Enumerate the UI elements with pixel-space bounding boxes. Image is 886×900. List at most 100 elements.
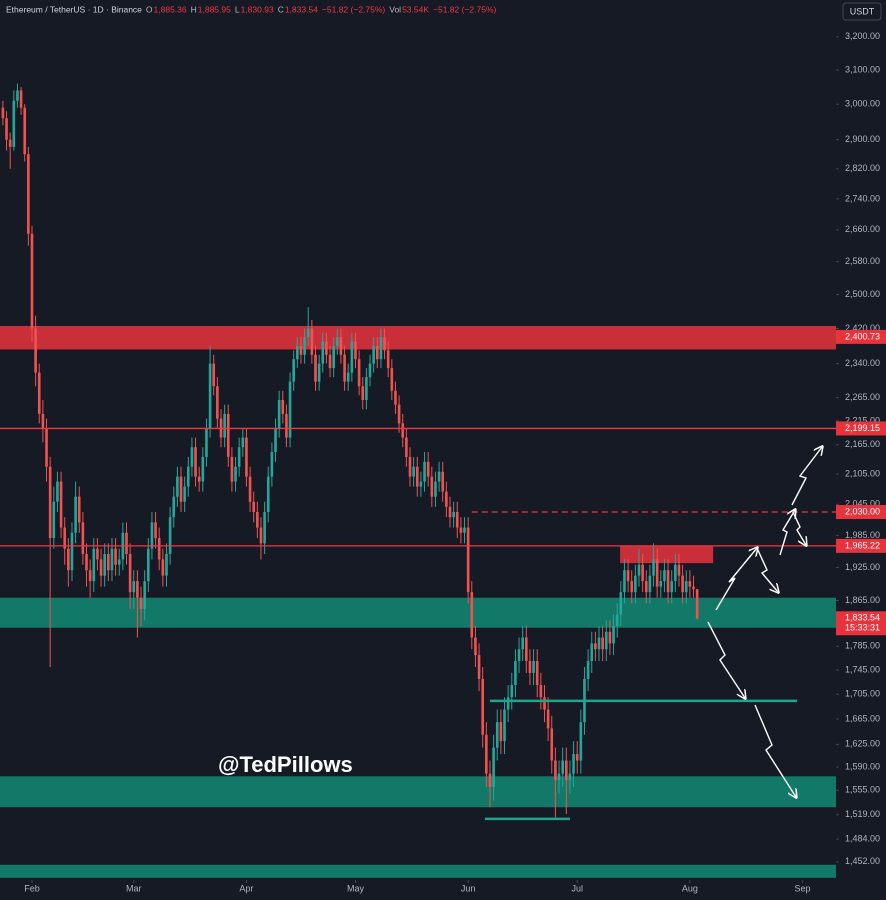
candle-body bbox=[601, 637, 604, 650]
candle-body bbox=[525, 637, 528, 662]
candle-body bbox=[372, 345, 375, 364]
y-tick-label: 1,665.00 bbox=[845, 713, 880, 723]
header-text: −51.82 (−2.75%) bbox=[433, 4, 496, 14]
candle-body bbox=[644, 581, 648, 593]
candle-body bbox=[510, 685, 514, 698]
candle-body bbox=[263, 512, 266, 544]
candle-body bbox=[499, 722, 503, 742]
arrow bbox=[754, 704, 796, 797]
candle-body bbox=[99, 559, 103, 576]
candle-body bbox=[528, 661, 532, 673]
candle-body bbox=[216, 386, 219, 419]
y-tick-label: 2,740.00 bbox=[845, 193, 880, 203]
candle-body bbox=[125, 532, 128, 554]
candle-body bbox=[579, 722, 583, 761]
y-tick-label: 1,785.00 bbox=[845, 641, 880, 651]
price-tag bbox=[836, 421, 886, 436]
candle-body bbox=[19, 90, 23, 108]
candle-body bbox=[597, 637, 601, 650]
candle-body bbox=[5, 118, 8, 140]
candle-body bbox=[136, 581, 139, 598]
candle-body bbox=[117, 559, 121, 565]
candle-body bbox=[237, 447, 241, 467]
y-tick-label: 2,215.00 bbox=[845, 415, 880, 425]
candle-body bbox=[230, 456, 234, 482]
candle-body bbox=[590, 643, 594, 662]
candle-body bbox=[365, 377, 368, 400]
candle-body bbox=[350, 341, 354, 373]
candle-body bbox=[612, 626, 615, 644]
candle-body bbox=[81, 522, 85, 554]
candle-body bbox=[143, 581, 146, 609]
y-tick-label: 1,925.00 bbox=[845, 562, 880, 572]
candle-body bbox=[12, 100, 16, 147]
candle-body bbox=[30, 233, 34, 329]
y-tick-label: 2,105.00 bbox=[845, 469, 880, 479]
candle-body bbox=[430, 476, 434, 497]
candle-body bbox=[281, 399, 285, 414]
zone bbox=[0, 325, 836, 350]
candle-body bbox=[419, 481, 423, 487]
candle-body bbox=[445, 491, 448, 507]
y-tick-label: 1,519.00 bbox=[845, 809, 880, 819]
candle-body bbox=[564, 760, 568, 781]
header-text: 53.54K bbox=[402, 4, 429, 14]
candle-body bbox=[485, 734, 488, 774]
countdown: 15:33:31 bbox=[845, 623, 880, 633]
candle-body bbox=[277, 399, 281, 429]
header-text: −51.82 (−2.75%) bbox=[322, 4, 385, 14]
candle-body bbox=[575, 754, 579, 761]
candle-body bbox=[146, 548, 150, 582]
candle-body bbox=[325, 341, 328, 355]
candle-body bbox=[557, 773, 561, 781]
zone bbox=[0, 597, 836, 628]
header-text: H bbox=[191, 4, 197, 14]
candle-body bbox=[674, 564, 677, 582]
candle-body bbox=[139, 597, 143, 609]
candle-body bbox=[1, 107, 5, 119]
candle-body bbox=[630, 581, 634, 593]
candle-body bbox=[52, 501, 56, 539]
candle-body bbox=[234, 466, 237, 482]
candle-body bbox=[670, 581, 674, 593]
header-text: L bbox=[235, 4, 240, 14]
y-tick-label: 3,200.00 bbox=[845, 31, 880, 41]
x-tick-label: Sep bbox=[795, 883, 811, 893]
candle-body bbox=[314, 354, 317, 382]
candle-body bbox=[176, 476, 179, 497]
candle-body bbox=[492, 747, 495, 787]
candle-body bbox=[56, 481, 59, 502]
candle-body bbox=[67, 548, 70, 571]
candle-body bbox=[361, 386, 365, 400]
candles bbox=[1, 83, 699, 818]
candle-body bbox=[386, 350, 390, 369]
candle-body bbox=[517, 649, 521, 662]
candle-body bbox=[514, 661, 517, 686]
candle-body bbox=[248, 476, 252, 502]
candle-body bbox=[197, 476, 201, 482]
candle-body bbox=[681, 575, 684, 593]
candle-body bbox=[183, 486, 186, 502]
candle-body bbox=[477, 655, 481, 679]
candle-body bbox=[390, 368, 394, 391]
arrow bbox=[715, 548, 757, 611]
candle-body bbox=[201, 456, 205, 482]
candle-body bbox=[157, 538, 161, 560]
candle-body bbox=[470, 592, 474, 638]
candle-body bbox=[455, 512, 459, 528]
price-tag-label: 1,833.54 bbox=[845, 613, 880, 623]
header-text: 1,830.93 bbox=[241, 4, 274, 14]
price-tag-label: 2,400.73 bbox=[845, 331, 880, 341]
candle-body bbox=[561, 760, 564, 774]
candle-body bbox=[521, 637, 524, 650]
candle-body bbox=[128, 553, 132, 593]
currency-box[interactable] bbox=[842, 2, 882, 21]
candle-body bbox=[586, 661, 590, 679]
candle-body bbox=[223, 413, 226, 438]
currency[interactable]: USDT bbox=[850, 6, 875, 16]
y-tick-label: 1,555.00 bbox=[845, 785, 880, 795]
candle-body bbox=[161, 559, 165, 576]
candle-body bbox=[77, 496, 81, 523]
